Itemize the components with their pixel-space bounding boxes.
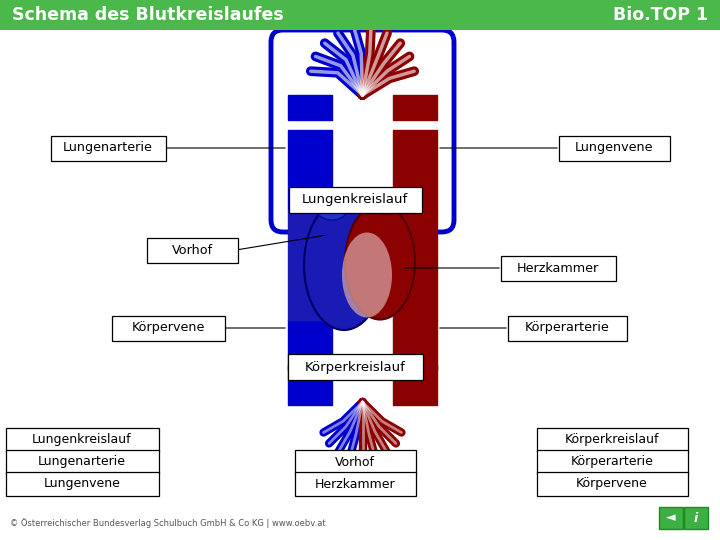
FancyBboxPatch shape bbox=[559, 136, 670, 160]
FancyBboxPatch shape bbox=[536, 472, 688, 496]
FancyBboxPatch shape bbox=[146, 238, 238, 262]
FancyBboxPatch shape bbox=[6, 428, 158, 452]
Text: Lungenvene: Lungenvene bbox=[44, 477, 120, 490]
Text: © Österreichischer Bundesverlag Schulbuch GmbH & Co KG | www.oebv.at: © Österreichischer Bundesverlag Schulbuc… bbox=[10, 518, 325, 528]
FancyBboxPatch shape bbox=[271, 30, 454, 232]
Ellipse shape bbox=[304, 200, 384, 330]
FancyBboxPatch shape bbox=[6, 472, 158, 496]
Text: i: i bbox=[694, 511, 698, 524]
Ellipse shape bbox=[372, 190, 402, 214]
FancyBboxPatch shape bbox=[112, 315, 225, 341]
FancyBboxPatch shape bbox=[287, 354, 423, 380]
Text: Körperkreislauf: Körperkreislauf bbox=[564, 434, 660, 447]
Text: Bio.TOP 1: Bio.TOP 1 bbox=[613, 6, 708, 24]
Text: Körperkreislauf: Körperkreislauf bbox=[305, 361, 405, 374]
Ellipse shape bbox=[342, 233, 392, 318]
FancyBboxPatch shape bbox=[508, 315, 626, 341]
Text: Körperarterie: Körperarterie bbox=[570, 456, 654, 469]
Text: Lungenarterie: Lungenarterie bbox=[38, 456, 126, 469]
FancyBboxPatch shape bbox=[536, 450, 688, 474]
Bar bbox=[0, 0, 720, 30]
Ellipse shape bbox=[315, 190, 349, 220]
FancyBboxPatch shape bbox=[659, 507, 683, 529]
Text: Lungenvene: Lungenvene bbox=[575, 141, 653, 154]
Text: Körpervene: Körpervene bbox=[131, 321, 204, 334]
Ellipse shape bbox=[345, 205, 415, 320]
FancyBboxPatch shape bbox=[500, 255, 616, 280]
Text: Lungenkreislauf: Lungenkreislauf bbox=[302, 193, 408, 206]
FancyBboxPatch shape bbox=[684, 507, 708, 529]
Text: Herzkammer: Herzkammer bbox=[517, 261, 599, 274]
Text: Lungenkreislauf: Lungenkreislauf bbox=[32, 434, 132, 447]
Text: ◄: ◄ bbox=[666, 511, 676, 524]
Text: Herzkammer: Herzkammer bbox=[315, 477, 395, 490]
FancyBboxPatch shape bbox=[294, 450, 415, 474]
Text: Körpervene: Körpervene bbox=[576, 477, 648, 490]
FancyBboxPatch shape bbox=[536, 428, 688, 452]
Text: Vorhof: Vorhof bbox=[171, 244, 212, 256]
FancyBboxPatch shape bbox=[294, 472, 415, 496]
FancyBboxPatch shape bbox=[6, 450, 158, 474]
Text: Körperarterie: Körperarterie bbox=[525, 321, 609, 334]
Text: Schema des Blutkreislaufes: Schema des Blutkreislaufes bbox=[12, 6, 284, 24]
FancyBboxPatch shape bbox=[289, 187, 421, 213]
FancyBboxPatch shape bbox=[50, 136, 166, 160]
Text: Vorhof: Vorhof bbox=[335, 456, 375, 469]
Text: Lungenarterie: Lungenarterie bbox=[63, 141, 153, 154]
